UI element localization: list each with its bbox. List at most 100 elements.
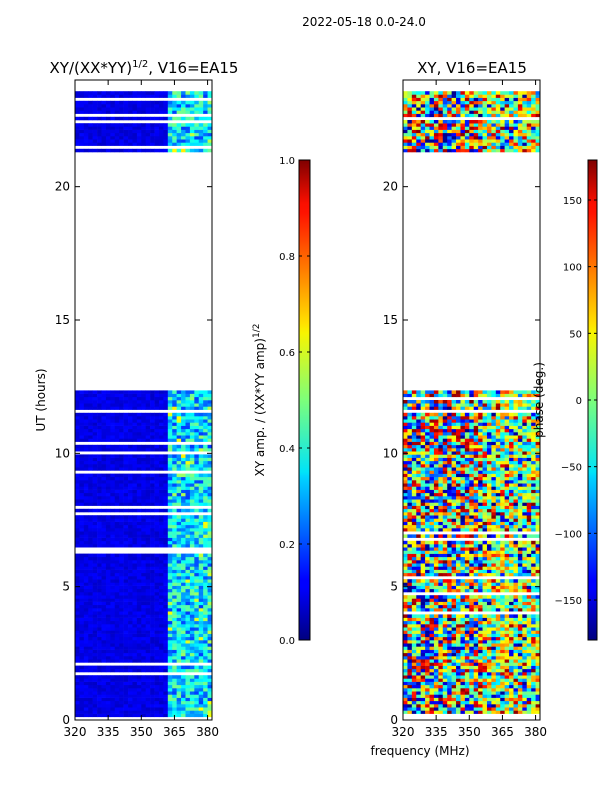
heatmap-cell <box>411 601 417 606</box>
heatmap-cell <box>163 678 169 682</box>
heatmap-cell <box>97 492 102 497</box>
heatmap-cell <box>189 396 195 401</box>
heatmap-cell <box>105 136 111 140</box>
heatmap-cell <box>407 585 413 590</box>
heatmap-cell <box>150 675 155 679</box>
heatmap-cell <box>119 406 124 410</box>
heatmap-cell <box>203 620 208 625</box>
heatmap-cell <box>504 620 510 625</box>
heatmap-cell <box>473 691 479 695</box>
heatmap-cell <box>460 630 466 634</box>
heatmap-cell <box>447 704 452 708</box>
heatmap-cell <box>105 483 111 487</box>
heatmap-cell <box>526 697 532 702</box>
heatmap-cell <box>407 678 413 682</box>
heatmap-cell <box>207 492 212 497</box>
heatmap-cell <box>172 515 177 519</box>
heatmap-cell <box>158 518 164 522</box>
heatmap-cell <box>79 585 85 590</box>
heatmap-cell <box>473 553 479 558</box>
heatmap-cell <box>88 566 93 570</box>
heatmap-cell <box>88 428 93 433</box>
heatmap-cell <box>500 627 505 631</box>
heatmap-cell <box>517 643 523 647</box>
heatmap-cell <box>163 627 169 631</box>
heatmap-cell <box>150 624 155 628</box>
heatmap-cell <box>167 665 173 670</box>
heatmap-cell <box>119 419 124 423</box>
heatmap-cell <box>531 710 536 714</box>
heatmap-cell <box>97 598 102 602</box>
heatmap-cell <box>172 665 177 670</box>
heatmap-cell <box>469 540 475 545</box>
heatmap-cell <box>154 614 160 618</box>
heatmap-cell <box>83 636 89 641</box>
heatmap-cell <box>88 704 93 708</box>
heatmap-cell <box>491 550 497 554</box>
heatmap-cell <box>75 630 80 634</box>
heatmap-cell <box>194 496 200 500</box>
heatmap-cell <box>407 563 413 567</box>
heatmap-cell <box>75 713 80 718</box>
heatmap-cell <box>141 110 147 114</box>
heatmap-cell <box>531 630 536 634</box>
heatmap-cell <box>486 662 492 666</box>
heatmap-cell <box>79 136 85 140</box>
heatmap-cell <box>464 566 470 570</box>
heatmap-cell <box>535 627 540 631</box>
heatmap-cell <box>105 425 111 430</box>
heatmap-cell <box>163 675 169 679</box>
heatmap-cell <box>207 412 212 417</box>
heatmap-cell <box>145 537 151 542</box>
heatmap-cell <box>429 620 435 625</box>
heatmap-cell <box>438 643 444 647</box>
heatmap-cell <box>101 553 107 558</box>
heatmap-cell <box>194 595 200 599</box>
heatmap-cell <box>456 572 461 577</box>
heatmap-cell <box>123 515 129 519</box>
heatmap-cell <box>500 681 505 686</box>
heatmap-cell <box>495 550 501 554</box>
heatmap-cell <box>207 496 212 500</box>
heatmap-cell <box>513 627 519 631</box>
heatmap-cell <box>181 566 186 570</box>
heatmap-cell <box>189 652 195 657</box>
y-tick-label: 10 <box>55 446 70 460</box>
heatmap-cell <box>478 707 483 711</box>
heatmap-cell <box>114 502 120 506</box>
heatmap-cell <box>203 617 208 622</box>
heatmap-cell <box>75 601 80 606</box>
heatmap-cell <box>123 566 129 570</box>
heatmap-cell <box>451 700 457 705</box>
heatmap-cell <box>500 544 505 548</box>
heatmap-cell <box>105 531 111 535</box>
heatmap-cell <box>119 142 124 146</box>
heatmap-cell <box>425 534 430 538</box>
heatmap-cell <box>132 659 138 663</box>
heatmap-cell <box>411 707 417 711</box>
heatmap-cell <box>141 136 147 140</box>
heatmap-cell <box>150 707 155 711</box>
heatmap-cell <box>504 681 510 686</box>
heatmap-cell <box>185 499 191 503</box>
heatmap-cell <box>189 668 195 673</box>
y-tick-label: 20 <box>55 180 70 194</box>
heatmap-cell <box>105 492 111 497</box>
heatmap-cell <box>495 563 501 567</box>
heatmap-cell <box>105 406 111 410</box>
heatmap-cell <box>163 563 169 567</box>
heatmap-cell <box>486 649 492 654</box>
heatmap-cell <box>167 100 173 105</box>
heatmap-cell <box>495 681 501 686</box>
colorbar-tick-label: 0.6 <box>279 348 295 359</box>
heatmap-cell <box>88 713 93 718</box>
heatmap-cell <box>105 652 111 657</box>
colorbar-tick-label: 0.2 <box>279 540 295 551</box>
heatmap-cell <box>163 496 169 500</box>
heatmap-cell <box>513 640 519 644</box>
heatmap-cell <box>75 528 80 532</box>
heatmap-cell <box>185 675 191 679</box>
heatmap-cell <box>154 419 160 423</box>
heatmap-cell <box>88 579 93 583</box>
heatmap-cell <box>167 91 173 95</box>
